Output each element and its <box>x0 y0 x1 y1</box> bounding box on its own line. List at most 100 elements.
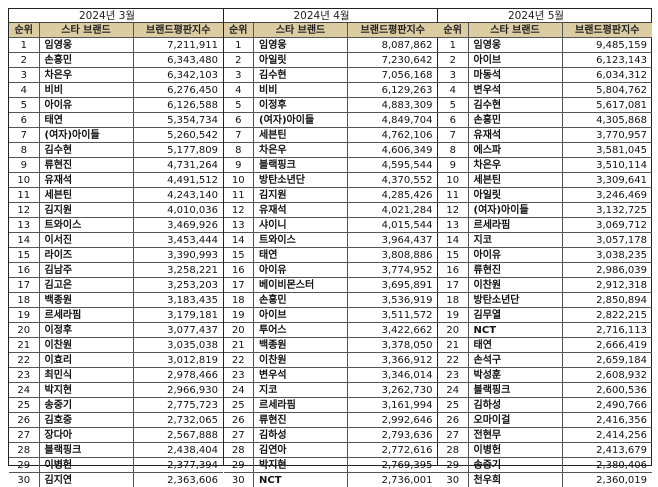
index-value-cell: 3,161,994 <box>348 398 438 413</box>
index-value-cell: 2,772,616 <box>348 443 438 458</box>
rank-cell: 2 <box>438 53 468 68</box>
index-value-cell: 2,567,888 <box>133 428 223 443</box>
index-value-cell: 2,769,395 <box>348 458 438 473</box>
index-value-cell: 5,804,762 <box>562 83 652 98</box>
index-value-cell: 4,883,309 <box>348 98 438 113</box>
index-value-cell: 2,416,356 <box>562 413 652 428</box>
brand-name-cell: 김수현 <box>468 98 562 113</box>
brand-name-cell: 르세라핌 <box>39 308 133 323</box>
brand-name-cell: 이서진 <box>39 233 133 248</box>
rank-cell: 15 <box>224 248 254 263</box>
index-value-cell: 3,469,926 <box>133 218 223 233</box>
rank-cell: 13 <box>224 218 254 233</box>
rank-cell: 16 <box>438 263 468 278</box>
rank-cell: 7 <box>224 128 254 143</box>
header-brand: 스타 브랜드 <box>254 23 348 38</box>
index-value-cell: 6,034,312 <box>562 68 652 83</box>
index-value-cell: 3,964,437 <box>348 233 438 248</box>
index-value-cell: 5,354,734 <box>133 113 223 128</box>
header-index: 브랜드평판지수 <box>562 23 652 38</box>
rank-cell: 15 <box>9 248 39 263</box>
rank-cell: 17 <box>9 278 39 293</box>
brand-name-cell: 차은우 <box>39 68 133 83</box>
rank-cell: 4 <box>224 83 254 98</box>
rank-cell: 30 <box>9 473 39 487</box>
brand-name-cell: 김지원 <box>254 188 348 203</box>
rank-cell: 10 <box>224 173 254 188</box>
brand-name-cell: 손흥민 <box>254 293 348 308</box>
month-title: 2024년 3월 <box>9 9 223 23</box>
brand-name-cell: 세븐틴 <box>39 188 133 203</box>
index-value-cell: 4,595,544 <box>348 158 438 173</box>
rank-cell: 29 <box>9 458 39 473</box>
brand-name-cell: 임영웅 <box>254 38 348 53</box>
brand-name-cell: 블랙핑크 <box>468 383 562 398</box>
rank-cell: 6 <box>224 113 254 128</box>
brand-name-cell: 마동석 <box>468 68 562 83</box>
rank-cell: 19 <box>438 308 468 323</box>
index-value-cell: 3,246,469 <box>562 188 652 203</box>
rank-cell: 6 <box>9 113 39 128</box>
index-value-cell: 2,912,318 <box>562 278 652 293</box>
rank-cell: 20 <box>438 323 468 338</box>
brand-name-cell: 샤이니 <box>254 218 348 233</box>
index-value-cell: 3,262,730 <box>348 383 438 398</box>
brand-name-cell: 백종원 <box>254 338 348 353</box>
brand-name-cell: 르세라핌 <box>468 218 562 233</box>
brand-name-cell: 이정후 <box>254 98 348 113</box>
rank-cell: 29 <box>438 458 468 473</box>
rank-cell: 28 <box>438 443 468 458</box>
brand-name-cell: 변우석 <box>254 368 348 383</box>
index-value-cell: 7,211,911 <box>133 38 223 53</box>
index-value-cell: 2,992,646 <box>348 413 438 428</box>
index-value-cell: 2,736,001 <box>348 473 438 487</box>
brand-name-cell: 차은우 <box>468 158 562 173</box>
rank-cell: 10 <box>438 173 468 188</box>
rank-cell: 26 <box>438 413 468 428</box>
header-brand: 스타 브랜드 <box>39 23 133 38</box>
brand-name-cell: 아이브 <box>254 308 348 323</box>
rank-cell: 14 <box>224 233 254 248</box>
rank-cell: 27 <box>224 428 254 443</box>
rank-cell: 8 <box>224 143 254 158</box>
index-value-cell: 3,077,437 <box>133 323 223 338</box>
rank-cell: 11 <box>224 188 254 203</box>
rank-cell: 20 <box>224 323 254 338</box>
rank-cell: 22 <box>9 353 39 368</box>
rank-cell: 5 <box>438 98 468 113</box>
index-value-cell: 4,849,704 <box>348 113 438 128</box>
index-value-cell: 5,617,081 <box>562 98 652 113</box>
rank-cell: 3 <box>224 68 254 83</box>
rank-cell: 14 <box>9 233 39 248</box>
index-value-cell: 4,243,140 <box>133 188 223 203</box>
rank-cell: 23 <box>224 368 254 383</box>
rank-cell: 24 <box>9 383 39 398</box>
brand-name-cell: 트와이스 <box>254 233 348 248</box>
brand-name-cell: 태연 <box>39 113 133 128</box>
index-value-cell: 6,129,263 <box>348 83 438 98</box>
rank-cell: 16 <box>224 263 254 278</box>
index-value-cell: 2,822,215 <box>562 308 652 323</box>
rank-cell: 30 <box>224 473 254 487</box>
index-value-cell: 9,485,159 <box>562 38 652 53</box>
brand-name-cell: 김고은 <box>39 278 133 293</box>
rank-cell: 8 <box>438 143 468 158</box>
brand-name-cell: 김하성 <box>254 428 348 443</box>
brand-name-cell: 백종원 <box>39 293 133 308</box>
rank-cell: 21 <box>224 338 254 353</box>
brand-name-cell: 비비 <box>39 83 133 98</box>
